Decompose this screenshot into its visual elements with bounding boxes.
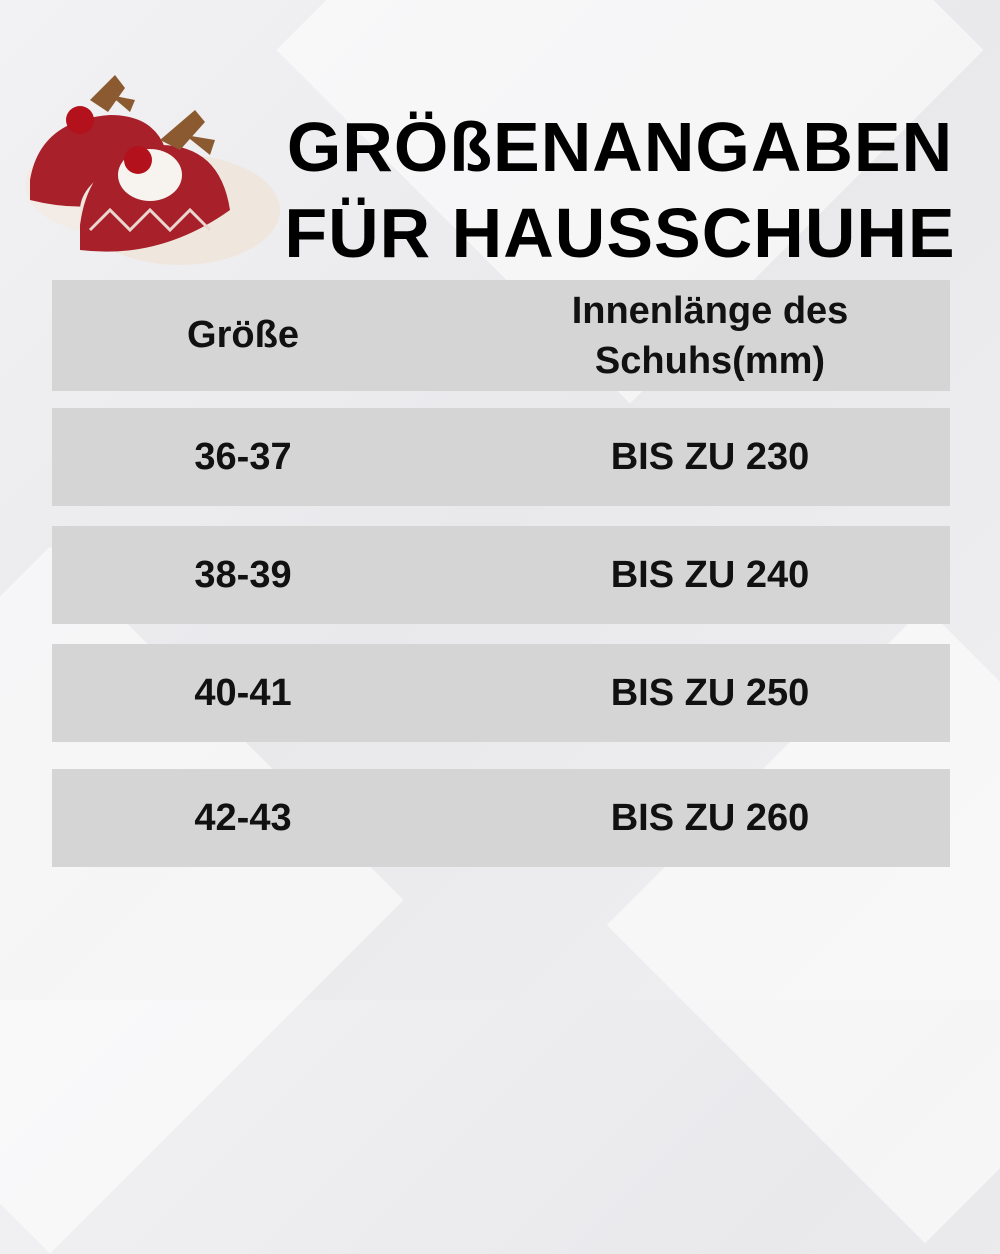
table-row: 38-39 BIS ZU 240 [52, 526, 950, 624]
table-row: 40-41 BIS ZU 250 [52, 644, 950, 742]
size-cell: 40-41 [194, 671, 292, 714]
header-length-line-2: Schuhs(mm) [594, 339, 826, 382]
length-cell: BIS ZU 260 [610, 797, 810, 839]
header-size: Größe [187, 314, 299, 356]
size-cell: 42-43 [194, 796, 292, 839]
page-title: GRÖßENANGABEN FÜR HAUSSCHUHE [270, 104, 970, 276]
table-row: 36-37 BIS ZU 230 [52, 408, 950, 506]
length-cell: BIS ZU 230 [610, 436, 810, 478]
table-header: Größe Innenlänge des Schuhs(mm) [52, 280, 950, 391]
size-cell: 38-39 [194, 553, 292, 596]
length-cell: BIS ZU 240 [610, 554, 810, 596]
header-length-line-1: Innenlänge des [571, 289, 849, 332]
size-cell: 36-37 [194, 435, 292, 478]
slippers-image [25, 75, 280, 265]
length-cell: BIS ZU 250 [610, 672, 810, 714]
header-length: Innenlänge des Schuhs(mm) [434, 286, 986, 386]
title-line-2: FÜR HAUSSCHUHE [284, 194, 956, 272]
title-line-1: GRÖßENANGABEN [286, 108, 954, 186]
table-row: 42-43 BIS ZU 260 [52, 769, 950, 867]
